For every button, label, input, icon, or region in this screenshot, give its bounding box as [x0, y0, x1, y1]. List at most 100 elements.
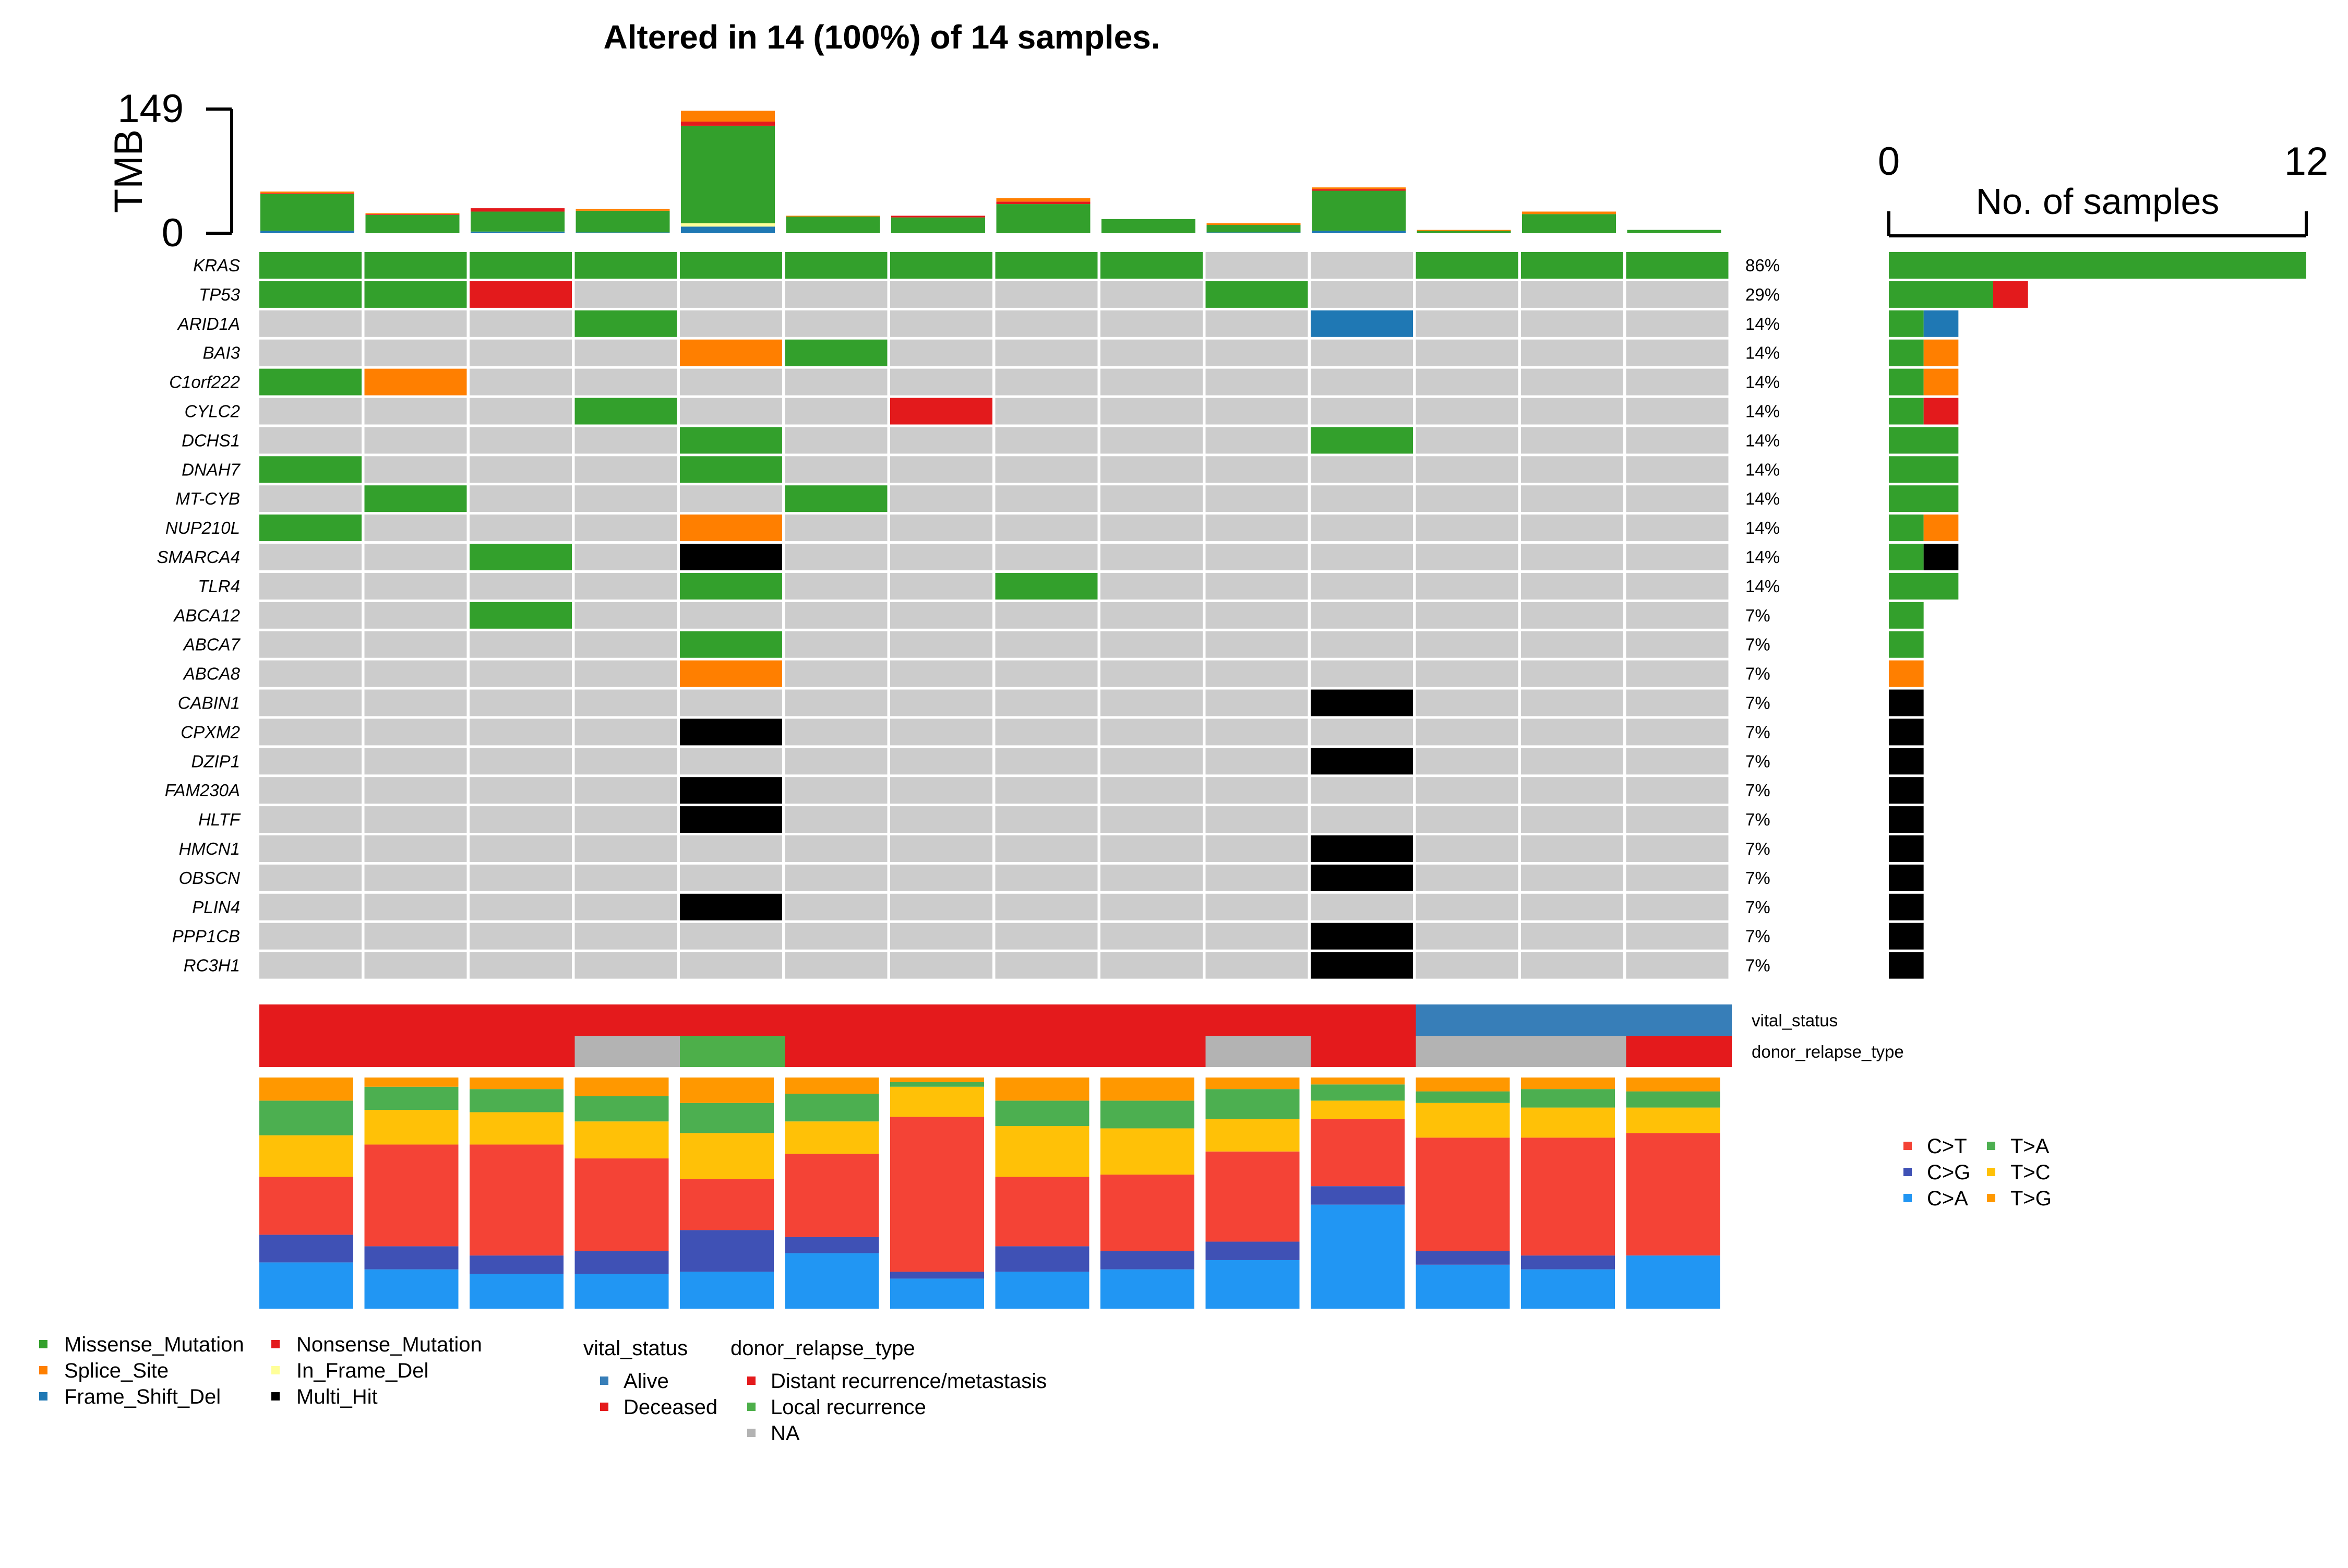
cell-ppp1cb-sample-13 — [1521, 923, 1623, 950]
cell-ppp1cb-sample-9 — [1100, 923, 1203, 950]
annot-donor-relapse-type-sample-11 — [1311, 1036, 1417, 1067]
gene-bar-smarca4-multi-hit — [1923, 544, 1959, 570]
legend-swatch-alive — [600, 1377, 608, 1385]
cell-hmcn1-sample-4 — [574, 835, 677, 862]
cell-arid1a-sample-13 — [1521, 310, 1623, 337]
cell-smarca4-sample-11 — [1311, 544, 1413, 570]
cell-rc3h1-sample-14 — [1626, 952, 1729, 979]
cell-smarca4-sample-7 — [890, 544, 992, 570]
cell-bai3-sample-4 — [574, 339, 677, 366]
cell-abca12-sample-11 — [1311, 602, 1413, 629]
titv-bar-1-c-g — [259, 1235, 353, 1263]
cell-c1orf222-sample-3 — [470, 368, 572, 396]
gene-bar-tick-label-max: 12 — [2284, 139, 2329, 184]
titv-bar-11-c-g — [1311, 1186, 1405, 1205]
cell-dzip1-sample-1 — [259, 748, 362, 775]
cell-mt-cyb-sample-7 — [890, 485, 992, 512]
cell-mt-cyb-sample-12 — [1416, 485, 1518, 512]
cell-dchs1-sample-7 — [890, 427, 992, 454]
cell-cylc2-sample-4 — [574, 398, 677, 425]
gene-label-c1orf222: C1orf222 — [169, 373, 240, 392]
cell-c1orf222-sample-2 — [364, 368, 467, 396]
cell-smarca4-sample-13 — [1521, 544, 1623, 570]
cell-fam230a-sample-12 — [1416, 777, 1518, 804]
annot-vital-status-sample-11 — [1311, 1004, 1417, 1036]
titv-bar-10-c-g — [1205, 1241, 1300, 1260]
cell-cpxm2-sample-12 — [1416, 719, 1518, 746]
cell-abca7-sample-9 — [1100, 631, 1203, 658]
legend-swatch-relapse-local-recurrence — [747, 1403, 756, 1411]
cell-abca8-sample-5 — [680, 660, 782, 687]
gene-pct-cabin1: 7% — [1745, 693, 1770, 713]
titv-bar-2-t-g — [364, 1078, 459, 1087]
tmb-bar-1-frame-shift-del — [260, 231, 354, 233]
cell-rc3h1-sample-3 — [470, 952, 572, 979]
cell-hltf-sample-14 — [1626, 806, 1729, 833]
gene-bar-cabin1-multi-hit — [1889, 689, 1924, 716]
cell-obscn-sample-9 — [1100, 864, 1203, 891]
titv-bar-10-t-a — [1205, 1089, 1300, 1119]
cell-smarca4-sample-10 — [1205, 544, 1308, 570]
gene-bar-dzip1-multi-hit — [1889, 748, 1924, 775]
cell-dchs1-sample-1 — [259, 427, 362, 454]
titv-bar-13-t-a — [1521, 1089, 1615, 1108]
cell-kras-sample-2 — [364, 252, 467, 279]
cell-smarca4-sample-4 — [574, 544, 677, 570]
titv-bar-1-t-a — [259, 1100, 353, 1135]
cell-fam230a-sample-3 — [470, 777, 572, 804]
cell-dzip1-sample-8 — [995, 748, 1098, 775]
cell-abca7-sample-13 — [1521, 631, 1623, 658]
titv-bar-1-t-g — [259, 1078, 353, 1101]
titv-bar-4-t-c — [574, 1121, 669, 1159]
cell-dzip1-sample-6 — [785, 748, 888, 775]
cell-cpxm2-sample-4 — [574, 719, 677, 746]
cell-dzip1-sample-2 — [364, 748, 467, 775]
annot-donor-relapse-type-sample-13 — [1521, 1036, 1627, 1067]
cell-abca8-sample-14 — [1626, 660, 1729, 687]
cell-kras-sample-9 — [1100, 252, 1203, 279]
annot-vital-status-sample-10 — [1205, 1004, 1311, 1036]
titv-bar-6-c-a — [785, 1253, 879, 1309]
cell-abca8-sample-3 — [470, 660, 572, 687]
cell-tp53-sample-6 — [785, 281, 888, 308]
titv-bar-2-c-a — [364, 1269, 459, 1309]
cell-tlr4-sample-13 — [1521, 572, 1623, 600]
cell-hmcn1-sample-5 — [680, 835, 782, 862]
gene-label-dchs1: DCHS1 — [182, 430, 240, 450]
cell-abca8-sample-11 — [1311, 660, 1413, 687]
cell-fam230a-sample-4 — [574, 777, 677, 804]
cell-cylc2-sample-13 — [1521, 398, 1623, 425]
titv-bar-11-t-a — [1311, 1084, 1405, 1101]
cell-dnah7-sample-6 — [785, 456, 888, 483]
cell-c1orf222-sample-5 — [680, 368, 782, 396]
cell-c1orf222-sample-12 — [1416, 368, 1518, 396]
titv-bar-12-c-t — [1416, 1138, 1510, 1251]
titv-bar-2-t-c — [364, 1110, 459, 1145]
titv-bar-9-t-c — [1100, 1128, 1194, 1175]
cell-plin4-sample-11 — [1311, 893, 1413, 920]
annot-donor-relapse-type-sample-12 — [1416, 1036, 1522, 1067]
cell-abca7-sample-3 — [470, 631, 572, 658]
titv-bar-5-c-a — [680, 1272, 774, 1309]
cell-nup210l-sample-4 — [574, 514, 677, 542]
tmb-bar-8-splice-site — [996, 198, 1091, 202]
cell-tlr4-sample-12 — [1416, 572, 1518, 600]
cell-dchs1-sample-11 — [1311, 427, 1413, 454]
cell-dchs1-sample-12 — [1416, 427, 1518, 454]
cell-arid1a-sample-12 — [1416, 310, 1518, 337]
cell-obscn-sample-14 — [1626, 864, 1729, 891]
cell-abca8-sample-12 — [1416, 660, 1518, 687]
cell-rc3h1-sample-10 — [1205, 952, 1308, 979]
cell-mt-cyb-sample-6 — [785, 485, 888, 512]
cell-mt-cyb-sample-13 — [1521, 485, 1623, 512]
cell-tlr4-sample-7 — [890, 572, 992, 600]
legend-swatch-t-c — [1987, 1168, 1995, 1176]
gene-bar-c1orf222-missense-mutation — [1889, 368, 1924, 396]
cell-hltf-sample-7 — [890, 806, 992, 833]
cell-smarca4-sample-1 — [259, 544, 362, 570]
cell-ppp1cb-sample-12 — [1416, 923, 1518, 950]
cell-bai3-sample-1 — [259, 339, 362, 366]
cell-smarca4-sample-6 — [785, 544, 888, 570]
titv-bar-7-c-a — [890, 1278, 984, 1309]
cell-hltf-sample-1 — [259, 806, 362, 833]
